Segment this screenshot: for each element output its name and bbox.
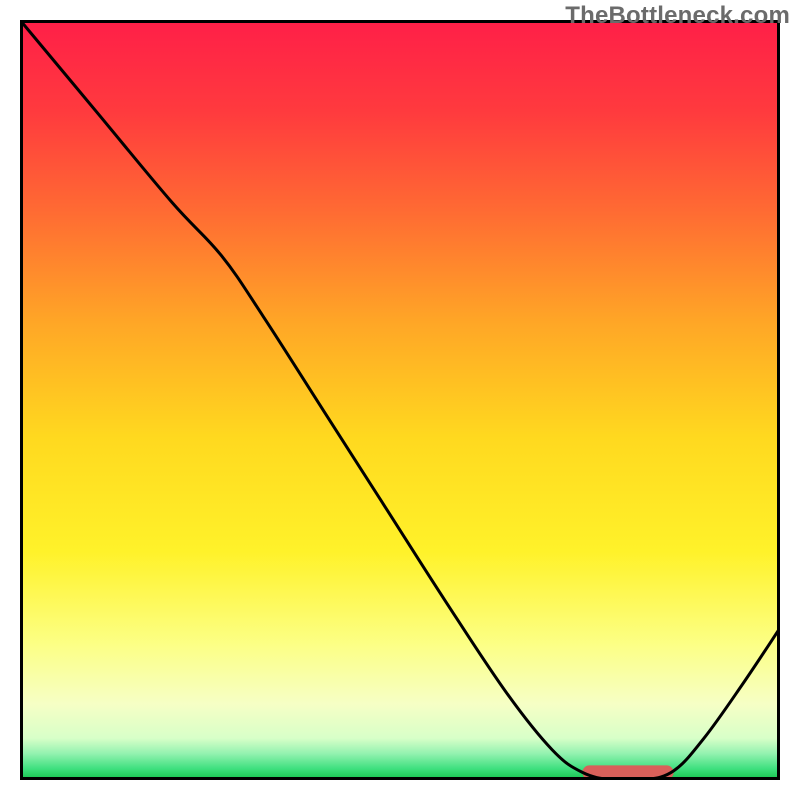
watermark-text: TheBottleneck.com	[565, 2, 790, 30]
chart-background	[20, 20, 780, 780]
chart-container: TheBottleneck.com	[0, 0, 800, 800]
bottleneck-chart	[20, 20, 780, 780]
chart-svg	[20, 20, 780, 780]
